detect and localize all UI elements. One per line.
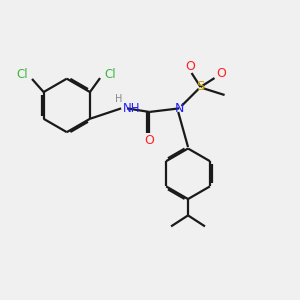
Text: S: S [196, 80, 205, 94]
Text: H: H [115, 94, 122, 104]
Text: O: O [145, 134, 154, 147]
Text: Cl: Cl [105, 68, 116, 81]
Text: Cl: Cl [16, 68, 28, 81]
Text: O: O [185, 60, 195, 73]
Text: N: N [174, 102, 184, 115]
Text: NH: NH [123, 102, 140, 115]
Text: O: O [216, 67, 226, 80]
